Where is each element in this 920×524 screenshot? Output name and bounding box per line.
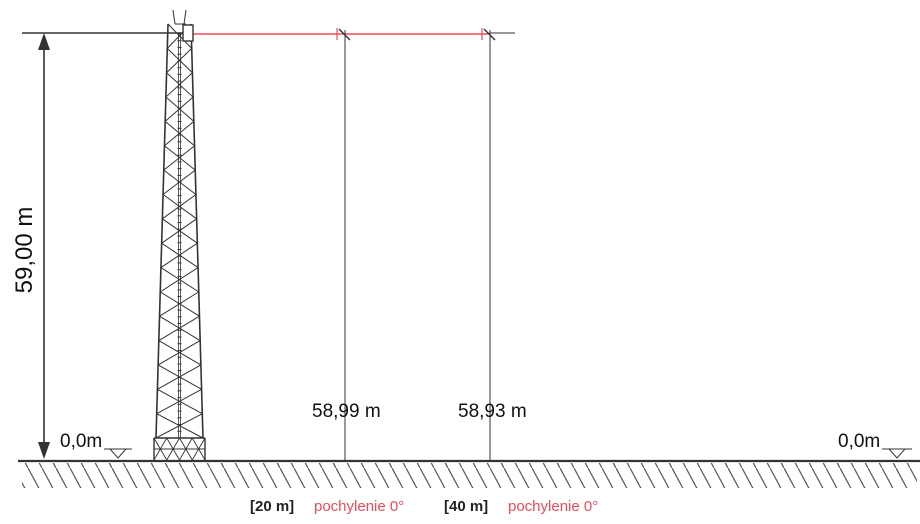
measurement-20m: 58,99 m xyxy=(312,28,381,461)
tower-brace xyxy=(163,145,195,171)
tower-leg xyxy=(155,23,169,439)
tower-brace xyxy=(159,291,200,317)
tower-brace xyxy=(164,121,195,147)
level-marker-left: 0,0m xyxy=(60,431,132,459)
measurement-20m-distance: [20 m] xyxy=(250,498,294,515)
tower-brace xyxy=(159,267,199,293)
tower-brace xyxy=(160,242,198,268)
ground xyxy=(18,459,920,488)
tower-brace xyxy=(165,72,193,98)
measurement-40m-height: 58,93 m xyxy=(458,401,527,422)
level-triangle-icon xyxy=(887,448,907,459)
measurement-20m-tick xyxy=(338,28,351,41)
tower-brace xyxy=(158,315,200,342)
tower-height-label: 59,00 m xyxy=(11,207,38,294)
arrow-up-icon xyxy=(38,33,50,50)
tower-leg xyxy=(190,23,204,439)
measurement-20m-tilt: pochylenie 0° xyxy=(314,498,404,515)
antenna-box xyxy=(182,24,194,42)
tower-brace xyxy=(167,23,193,49)
measurement-40m: 58,93 m xyxy=(458,28,527,461)
measurement-40m-tilt: pochylenie 0° xyxy=(508,498,598,515)
tower-brace xyxy=(164,96,194,122)
tower-tip-line xyxy=(172,9,176,25)
level-triangle-icon xyxy=(108,448,128,459)
tower-tip-line xyxy=(183,9,187,25)
level-left-label: 0,0m xyxy=(60,431,102,452)
ground-hatching xyxy=(22,463,917,488)
tower-brace xyxy=(161,218,197,244)
tower-brace xyxy=(156,388,202,415)
arrow-down-icon xyxy=(38,442,50,459)
measurement-20m-height: 58,99 m xyxy=(312,401,381,422)
level-right-label: 0,0m xyxy=(838,431,880,452)
measurement-40m-distance: [40 m] xyxy=(444,498,488,515)
tower-brace xyxy=(157,340,201,366)
top-reference xyxy=(22,24,515,42)
height-dimension: 59,00 m xyxy=(11,33,50,459)
tower-brace xyxy=(162,194,197,220)
measurement-40m-tick xyxy=(483,28,496,41)
level-marker-right: 0,0m xyxy=(838,431,912,459)
lattice-tower xyxy=(153,9,206,461)
footer-labels: [20 m] pochylenie 0° [40 m] pochylenie 0… xyxy=(250,498,598,515)
tower-brace xyxy=(155,413,203,439)
